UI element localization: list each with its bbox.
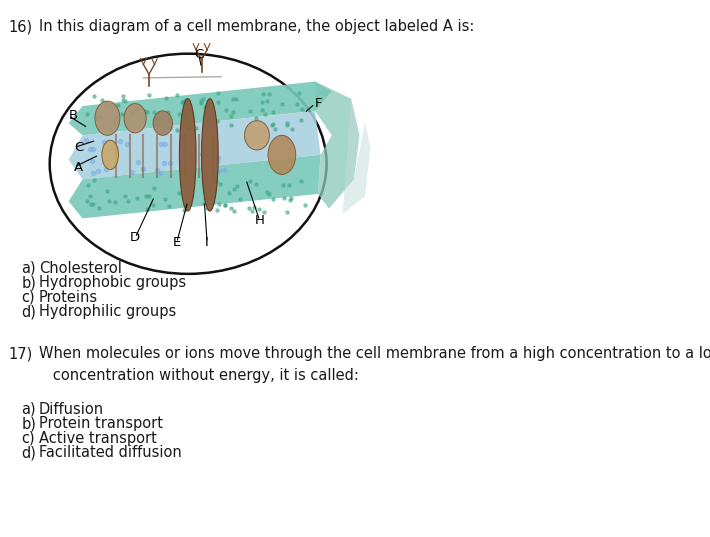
Text: E: E <box>173 236 181 249</box>
Ellipse shape <box>202 99 218 211</box>
Text: Protein transport: Protein transport <box>39 416 163 431</box>
Text: d): d) <box>21 304 36 320</box>
Ellipse shape <box>153 111 173 135</box>
Text: Proteins: Proteins <box>39 290 98 305</box>
Text: d): d) <box>21 445 36 460</box>
Polygon shape <box>343 99 371 214</box>
Text: D: D <box>130 231 140 244</box>
Ellipse shape <box>244 121 269 150</box>
Ellipse shape <box>124 104 146 133</box>
Ellipse shape <box>180 99 196 211</box>
Text: In this diagram of a cell membrane, the object labeled A is:: In this diagram of a cell membrane, the … <box>39 19 474 34</box>
Text: C: C <box>75 141 84 154</box>
Text: Facilitated diffusion: Facilitated diffusion <box>39 445 182 460</box>
Text: A: A <box>75 161 83 173</box>
Ellipse shape <box>268 135 296 175</box>
Text: a): a) <box>21 402 36 417</box>
Text: B: B <box>69 109 78 122</box>
Text: I: I <box>205 236 209 249</box>
Polygon shape <box>69 111 321 179</box>
Text: 16): 16) <box>9 19 33 34</box>
Text: Hydrophilic groups: Hydrophilic groups <box>39 304 176 320</box>
Polygon shape <box>69 82 332 135</box>
Text: b): b) <box>21 416 36 431</box>
Ellipse shape <box>102 140 119 170</box>
Text: b): b) <box>21 275 36 291</box>
Text: Diffusion: Diffusion <box>39 402 104 417</box>
Ellipse shape <box>95 101 120 135</box>
Text: C: C <box>194 48 204 61</box>
Text: Active transport: Active transport <box>39 431 157 446</box>
Text: Cholesterol: Cholesterol <box>39 261 122 276</box>
Text: a): a) <box>21 261 36 276</box>
Text: concentration without energy, it is called:: concentration without energy, it is call… <box>39 368 359 383</box>
Text: c): c) <box>21 290 35 305</box>
Polygon shape <box>315 82 359 209</box>
Ellipse shape <box>50 54 327 274</box>
Text: F: F <box>315 97 322 110</box>
Polygon shape <box>69 155 321 219</box>
Text: 17): 17) <box>9 346 33 361</box>
Text: H: H <box>255 214 265 227</box>
Text: c): c) <box>21 431 35 446</box>
Text: Hydrophobic groups: Hydrophobic groups <box>39 275 186 291</box>
Text: When molecules or ions move through the cell membrane from a high concentration : When molecules or ions move through the … <box>39 346 710 361</box>
